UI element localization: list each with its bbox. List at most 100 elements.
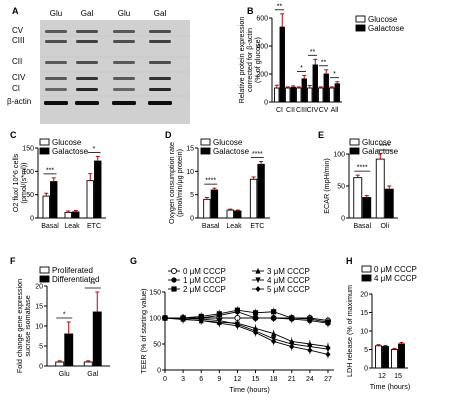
legend-label: Differentiated xyxy=(52,275,99,284)
x-tick-label: CI xyxy=(276,107,283,114)
blot-band xyxy=(44,101,68,105)
legend-swatch xyxy=(39,275,50,283)
legend-label: 0 μM CCCP xyxy=(374,265,417,274)
data-point xyxy=(252,310,259,316)
y-tick-label: 50 xyxy=(26,192,34,199)
y-tick-label: 0 xyxy=(157,368,161,375)
legend-swatch xyxy=(39,147,50,155)
bar xyxy=(92,311,102,367)
data-point xyxy=(255,277,261,284)
chart-g: 0 50 100 150 0 3 6 9 12 15 18 21 24 27 Time (hours) TEE… xyxy=(139,267,334,394)
series-line xyxy=(164,317,329,348)
y-tick-label: 5 xyxy=(39,344,43,351)
bar xyxy=(307,87,313,103)
legend-label: 5 μM CCCP xyxy=(267,285,310,294)
x-tick-label: Basal xyxy=(202,223,220,230)
y-axis-label: corrected for β-actin xyxy=(245,28,254,92)
western-blot: Glu Gal Glu Gal CV CIII CII CIV CI β-act… xyxy=(7,9,190,124)
y-tick-label: 50 xyxy=(153,342,161,349)
significance-label: * xyxy=(300,65,303,72)
data-point xyxy=(255,267,261,274)
data-point xyxy=(170,267,178,275)
x-tick-label: 6 xyxy=(199,376,203,383)
legend-label: Galactose xyxy=(213,147,250,156)
legend-swatch xyxy=(349,147,360,155)
y-tick-label: 0 xyxy=(364,366,368,373)
data-point xyxy=(171,277,177,283)
x-tick-label: Leak xyxy=(226,223,242,230)
legend-swatch xyxy=(39,266,50,274)
y-axis-label: TEER (% of starting value) xyxy=(139,288,148,373)
significance-label: * xyxy=(63,312,66,319)
band-label-actin: β-actin xyxy=(7,97,31,106)
blot-band xyxy=(76,77,98,80)
data-point xyxy=(234,322,241,329)
bar xyxy=(398,343,405,369)
blot-band xyxy=(113,88,135,91)
legend-label: Galactose xyxy=(368,24,405,33)
y-tick-label: 15 xyxy=(35,304,43,311)
bar xyxy=(83,361,93,367)
bar xyxy=(64,211,72,219)
data-point xyxy=(252,315,259,321)
x-tick-label: CIV xyxy=(307,107,319,114)
y-axis-label: ECAR (mpH/min) xyxy=(322,158,331,214)
y-axis-label: (pmol/(s*ml)) xyxy=(19,162,28,203)
band-label-ciii: CIII xyxy=(12,36,24,45)
x-tick-label: 24 xyxy=(306,376,314,383)
legend-label: Glucose xyxy=(52,138,82,147)
bar xyxy=(279,26,285,103)
blot-band xyxy=(76,40,98,43)
blot-band xyxy=(45,30,67,33)
y-tick-label: 0 xyxy=(341,216,345,223)
x-tick-label: 12 xyxy=(234,376,242,383)
significance-label: ** xyxy=(277,3,283,10)
x-tick-label: Glu xyxy=(59,371,70,378)
x-tick-label: 21 xyxy=(288,376,296,383)
bar xyxy=(210,189,219,219)
y-axis-label: O2 flux/ 10^6 cells xyxy=(11,153,20,212)
blot-band xyxy=(112,101,136,105)
y-tick-label: 200 xyxy=(256,72,268,79)
y-tick-label: 5 xyxy=(190,192,194,199)
bar xyxy=(290,86,296,103)
series-line xyxy=(165,311,329,324)
data-point xyxy=(271,330,277,337)
series-line xyxy=(164,317,329,355)
x-tick-label: 18 xyxy=(270,376,278,383)
y-tick-label: 0 xyxy=(39,364,43,371)
panel-label-h: H xyxy=(346,256,353,266)
bar xyxy=(257,163,265,219)
legend-swatch xyxy=(200,138,211,146)
significance-label: * xyxy=(333,71,336,78)
data-point xyxy=(198,317,204,324)
x-tick-label: 3 xyxy=(181,376,185,383)
blot-band xyxy=(45,61,67,64)
blot-band xyxy=(76,30,98,33)
data-point xyxy=(255,286,261,292)
data-point xyxy=(216,311,222,317)
bar xyxy=(274,87,280,103)
data-point xyxy=(325,351,331,358)
legend-label: Galactose xyxy=(52,147,89,156)
x-tick-label: 15 xyxy=(394,373,402,380)
bar xyxy=(226,209,234,219)
significance-label: ** xyxy=(310,49,316,56)
y-tick-label: 10 xyxy=(186,169,194,176)
bar xyxy=(234,210,242,219)
y-tick-label: 100 xyxy=(149,316,161,323)
legend-label: Proliferated xyxy=(52,266,93,275)
panel-label-f: F xyxy=(10,256,16,266)
bar xyxy=(249,178,258,219)
x-tick-label: CIII xyxy=(296,107,307,114)
lane-label-2: Gal xyxy=(81,9,94,18)
bar xyxy=(285,87,291,103)
x-tick-label: Basal xyxy=(41,223,59,230)
legend-swatch xyxy=(349,138,360,146)
y-tick-label: 0 xyxy=(190,216,194,223)
significance-label: * xyxy=(93,146,96,153)
blot-band xyxy=(149,30,171,33)
legend-label: 3 μM CCCP xyxy=(267,267,310,276)
data-point xyxy=(289,315,295,321)
